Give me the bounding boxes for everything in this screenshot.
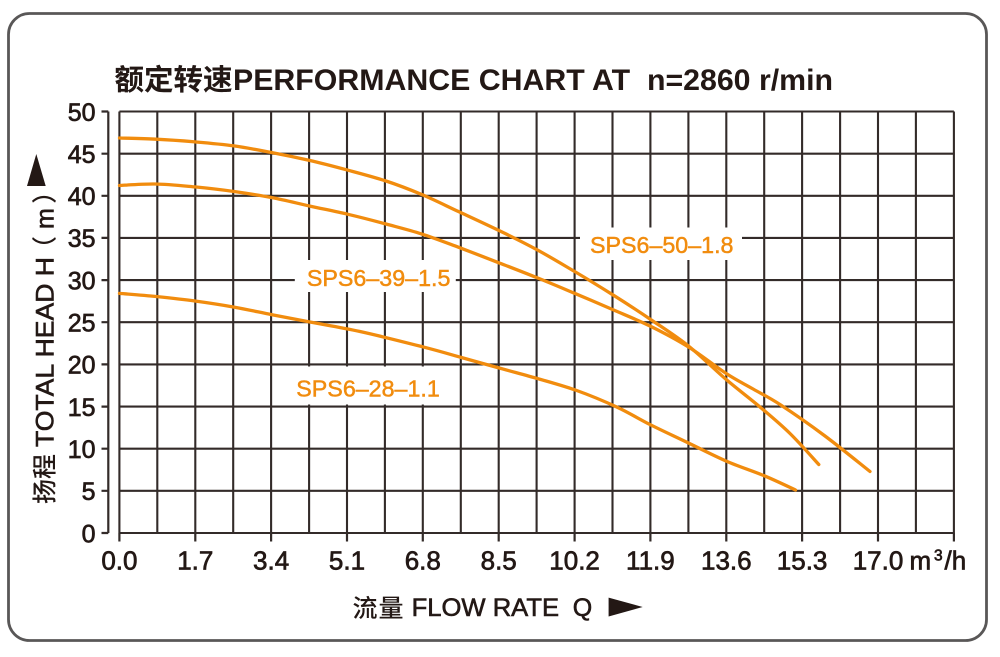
svg-text:5: 5: [82, 478, 96, 506]
svg-text:1.7: 1.7: [177, 546, 213, 576]
svg-text:30: 30: [68, 267, 96, 295]
svg-text:SPS6–39–1.5: SPS6–39–1.5: [307, 265, 451, 291]
svg-text:17.0: 17.0: [853, 546, 904, 576]
svg-text:5.1: 5.1: [329, 546, 365, 576]
svg-text:13.6: 13.6: [701, 546, 752, 576]
svg-text:15.3: 15.3: [777, 546, 828, 576]
svg-text:40: 40: [68, 183, 96, 211]
svg-text:11.9: 11.9: [626, 546, 675, 576]
svg-text:20: 20: [68, 352, 96, 380]
svg-text:8.5: 8.5: [481, 546, 517, 576]
svg-text:m: m: [910, 546, 932, 576]
svg-text:SPS6–50–1.8: SPS6–50–1.8: [590, 232, 734, 258]
svg-text:35: 35: [68, 225, 96, 253]
svg-text:6.8: 6.8: [405, 546, 441, 576]
svg-text:FLOW RATE: FLOW RATE: [412, 594, 559, 622]
svg-text:3: 3: [934, 548, 943, 565]
svg-text:SPS6–28–1.1: SPS6–28–1.1: [296, 375, 440, 401]
svg-text:TOTAL HEAD H: TOTAL HEAD H: [32, 257, 60, 447]
svg-text:45: 45: [68, 141, 96, 169]
svg-text:PERFORMANCE CHART AT n=2860 r: PERFORMANCE CHART AT n=2860 r/min: [233, 64, 833, 97]
svg-text:15: 15: [68, 394, 96, 422]
svg-text:m: m: [32, 208, 60, 229]
svg-text:/h: /h: [945, 546, 967, 576]
svg-text:Q: Q: [573, 594, 592, 622]
svg-text:0: 0: [82, 520, 96, 548]
svg-text:25: 25: [68, 310, 96, 338]
svg-text:50: 50: [68, 99, 96, 127]
svg-text:10: 10: [68, 436, 96, 464]
svg-text:0.0: 0.0: [101, 546, 137, 576]
svg-text:10.2: 10.2: [549, 546, 600, 576]
svg-text:3.4: 3.4: [253, 546, 289, 576]
